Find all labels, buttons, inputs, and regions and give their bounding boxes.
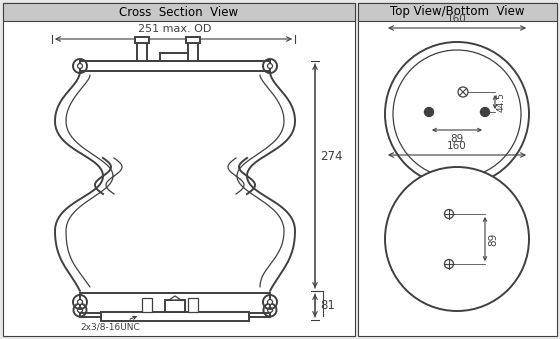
Circle shape: [268, 299, 273, 304]
Circle shape: [77, 63, 82, 68]
Circle shape: [77, 307, 82, 313]
Text: 274: 274: [320, 149, 343, 162]
Bar: [358, 3, 557, 336]
Circle shape: [445, 259, 454, 268]
Bar: [3, 3, 355, 21]
Circle shape: [268, 63, 273, 68]
Circle shape: [445, 210, 454, 219]
Bar: [163, 293, 187, 305]
Bar: [135, 37, 149, 43]
Text: 89: 89: [450, 134, 464, 144]
Bar: [80, 61, 270, 71]
Circle shape: [393, 50, 521, 178]
Text: 89: 89: [488, 232, 498, 246]
Text: Cross  Section  View: Cross Section View: [119, 5, 239, 19]
Bar: [80, 305, 270, 317]
Bar: [101, 312, 249, 321]
Bar: [358, 3, 557, 21]
Circle shape: [480, 107, 489, 117]
Bar: [140, 295, 150, 305]
FancyBboxPatch shape: [165, 300, 185, 312]
Bar: [186, 37, 200, 43]
Bar: [200, 295, 210, 305]
Bar: [142, 298, 152, 312]
Text: 251 max. OD: 251 max. OD: [138, 24, 212, 34]
Polygon shape: [169, 296, 181, 300]
Text: 2x3/8-16UNC: 2x3/8-16UNC: [80, 316, 140, 332]
Circle shape: [458, 87, 468, 97]
Bar: [160, 53, 190, 61]
Circle shape: [77, 299, 82, 304]
Text: 160: 160: [447, 14, 467, 24]
Circle shape: [424, 107, 433, 117]
Text: 81: 81: [320, 299, 335, 312]
Bar: [3, 3, 355, 336]
Circle shape: [268, 307, 273, 313]
Bar: [188, 41, 198, 61]
Text: 160: 160: [447, 141, 467, 151]
Bar: [80, 293, 270, 313]
Circle shape: [385, 42, 529, 186]
Bar: [137, 41, 147, 61]
Text: Top View/Bottom  View: Top View/Bottom View: [390, 5, 524, 19]
Circle shape: [385, 167, 529, 311]
Text: 44.5: 44.5: [497, 92, 506, 112]
Bar: [188, 298, 198, 312]
